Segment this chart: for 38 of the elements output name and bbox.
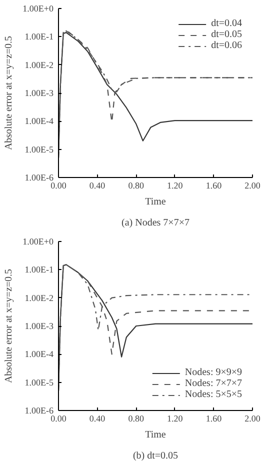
x-tick-label: 1.60 bbox=[206, 414, 222, 424]
legend-label: Nodes: 9×9×9 bbox=[184, 367, 242, 378]
x-tick-label: 2.00 bbox=[244, 414, 261, 424]
y-tick-label: 1.00E-4 bbox=[24, 349, 54, 360]
legend-label: dt=0.06 bbox=[211, 40, 242, 51]
y-tick-label: 1.00E-2 bbox=[24, 60, 54, 70]
text: (b) dt=0.05 bbox=[132, 450, 178, 462]
y-tick-label: 1.00E+0 bbox=[22, 236, 54, 246]
y-tick-label: 1.00E-1 bbox=[24, 264, 54, 275]
y-tick-label: 1.00E-1 bbox=[24, 32, 54, 42]
x-tick-label: 1.60 bbox=[206, 180, 222, 190]
legend-label: Nodes: 7×7×7 bbox=[184, 378, 242, 389]
x-tick-label: 0.80 bbox=[128, 180, 144, 190]
legend-label: Nodes: 5×5×5 bbox=[184, 389, 242, 400]
x-tick-label: 1.20 bbox=[167, 180, 184, 190]
legend-label: dt=0.04 bbox=[211, 18, 242, 29]
y-tick-label: 1.00E-5 bbox=[24, 377, 54, 388]
y-axis-title: Absolute error at x=y=z=0.5 bbox=[4, 268, 15, 384]
y-tick-label: 1.00E+0 bbox=[22, 4, 54, 14]
y-tick-label: 1.00E-6 bbox=[24, 406, 54, 416]
x-tick-label: 0.00 bbox=[50, 414, 67, 424]
text: (a) Nodes 7×7×7 bbox=[122, 218, 190, 228]
y-tick-label: 1.00E-4 bbox=[24, 116, 54, 126]
x-axis-title: Time bbox=[145, 196, 166, 208]
x-tick-label: 0.00 bbox=[50, 180, 67, 190]
y-tick-label: 1.00E-3 bbox=[24, 321, 54, 331]
x-tick-label: 0.40 bbox=[89, 414, 106, 424]
y-tick-label: 1.00E-5 bbox=[24, 144, 54, 154]
legend-label: dt=0.05 bbox=[211, 29, 242, 40]
x-tick-label: 1.20 bbox=[167, 414, 184, 424]
y-axis-title: Absolute error at x=y=z=0.5 bbox=[4, 36, 15, 150]
x-tick-label: 0.80 bbox=[128, 414, 144, 424]
y-tick-label: 1.00E-2 bbox=[24, 292, 54, 303]
x-tick-label: 0.40 bbox=[89, 180, 106, 190]
y-tick-label: 1.00E-6 bbox=[24, 172, 54, 182]
y-tick-label: 1.00E-3 bbox=[24, 88, 54, 98]
x-tick-label: 2.00 bbox=[244, 180, 261, 190]
x-axis-title: Time bbox=[145, 430, 166, 440]
